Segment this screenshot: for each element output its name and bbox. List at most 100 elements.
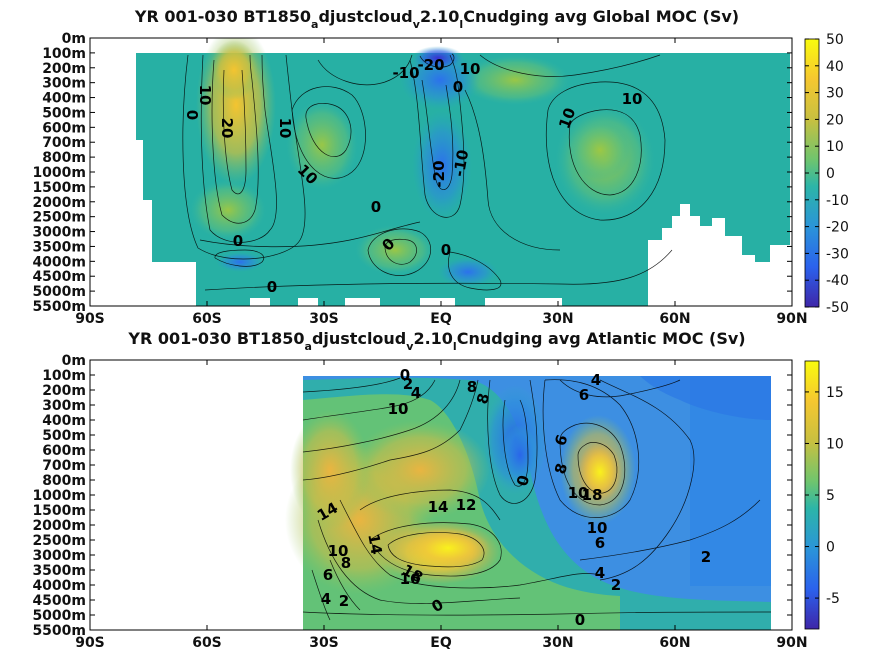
x-tick-label: 60S — [192, 635, 222, 651]
y-tick-label: 2000m — [32, 518, 86, 534]
y-tick-label: 5000m — [32, 608, 86, 624]
colorbar-tick-label: 20 — [826, 112, 844, 128]
contour-label: 0 — [400, 366, 410, 384]
global-x-axis: 90S 60S 30S EQ 30N 60N 90N — [75, 38, 808, 327]
contour-label: 10 — [196, 85, 214, 106]
colorbar-tick-label: -30 — [826, 246, 849, 262]
y-tick-label: 1500m — [32, 180, 86, 196]
y-tick-label: 4000m — [32, 578, 86, 594]
y-tick-label: 5500m — [32, 299, 86, 315]
colorbar-tick-label: 40 — [826, 59, 844, 75]
contour-label: 0 — [267, 278, 277, 296]
y-tick-label: 1500m — [32, 503, 86, 519]
contour-label: -20 — [417, 56, 444, 74]
contour-label: 4 — [591, 371, 601, 389]
atlantic-y-axis: 0m100m200m300m400m500m600m700m800m1000m1… — [32, 353, 792, 639]
colorbar-tick-label: 30 — [826, 86, 844, 102]
contour-label: 0 — [233, 232, 243, 250]
contour-label: 4 — [595, 564, 605, 582]
x-tick-label: EQ — [430, 311, 452, 327]
contour-label: 10 — [276, 118, 294, 139]
y-tick-label: 3500m — [32, 563, 86, 579]
colorbar-tick-label: 10 — [826, 139, 844, 155]
x-tick-label: 30N — [542, 635, 573, 651]
contour-label: 8 — [467, 378, 477, 396]
y-tick-label: 3500m — [32, 239, 86, 255]
atlantic-x-axis: 90S 60S 30S EQ 30N 60N 90N — [75, 360, 808, 651]
contour-label: 10 — [388, 400, 409, 418]
global-colorbar-ticks: 50 40 30 20 10 0 -10 -20 -30 -40 -50 — [805, 32, 849, 316]
y-tick-label: 4500m — [32, 593, 86, 609]
colorbar-tick-label: 0 — [826, 540, 835, 556]
y-tick-label: 3000m — [32, 225, 86, 241]
contour-label: 20 — [218, 118, 236, 139]
colorbar-tick-label: 10 — [826, 436, 844, 452]
contour-label: 6 — [595, 534, 605, 552]
contour-label: 0 — [513, 473, 533, 488]
y-tick-label: 2500m — [32, 533, 86, 549]
y-tick-label: 1000m — [32, 165, 86, 181]
y-tick-label: 5000m — [32, 284, 86, 300]
y-tick-label: 2500m — [32, 210, 86, 226]
colorbar-tick-label: -10 — [826, 193, 849, 209]
colorbar-tick-label: -50 — [826, 300, 849, 316]
contour-label: 10 — [587, 519, 608, 537]
contour-label: 0 — [575, 611, 585, 629]
y-tick-label: 200m — [42, 383, 86, 399]
contour-label: 0 — [371, 198, 381, 216]
contour-label: 14 — [364, 532, 385, 556]
contour-label: 2 — [339, 592, 349, 610]
y-tick-label: 600m — [42, 120, 86, 136]
contour-label: 6 — [323, 566, 333, 584]
y-tick-label: 100m — [42, 368, 86, 384]
contour-label: 2 — [403, 375, 413, 393]
y-tick-label: 1000m — [32, 488, 86, 504]
x-tick-label: 60N — [659, 635, 690, 651]
y-tick-label: 3000m — [32, 548, 86, 564]
y-tick-label: 200m — [42, 61, 86, 77]
contour-label: 2 — [701, 548, 711, 566]
contour-label: 0 — [183, 110, 201, 120]
x-tick-label: 90N — [776, 311, 807, 327]
colorbar-tick-label: 15 — [826, 385, 844, 401]
atlantic-title: YR 001-030 BT1850adjustcloudv2.10lCnudgi… — [127, 329, 745, 353]
x-tick-label: 30S — [309, 311, 339, 327]
colorbar-tick-label: -40 — [826, 273, 849, 289]
contour-label: 8 — [551, 461, 571, 476]
x-tick-label: 30S — [309, 635, 339, 651]
contour-label: 10 — [460, 60, 481, 78]
y-tick-label: 300m — [42, 398, 86, 414]
y-tick-label: 5500m — [32, 623, 86, 639]
contour-label: 10 — [568, 484, 589, 502]
x-tick-label: 60N — [659, 311, 690, 327]
colorbar-tick-label: -20 — [826, 220, 849, 236]
contour-label: -20 — [430, 160, 448, 187]
y-tick-label: 700m — [42, 135, 86, 151]
colorbar-tick-label: -5 — [826, 591, 840, 607]
contour-label: 14 — [428, 498, 449, 516]
atlantic-colorbar-ticks: 15 10 5 0 -5 — [805, 385, 844, 607]
atlantic-field — [285, 376, 772, 630]
x-tick-label: 60S — [192, 311, 222, 327]
x-tick-label: 90S — [75, 311, 105, 327]
y-tick-label: 800m — [42, 473, 86, 489]
y-tick-label: 2000m — [32, 195, 86, 211]
contour-label: 2 — [611, 576, 621, 594]
contour-label: 10 — [328, 542, 349, 560]
y-tick-label: 400m — [42, 413, 86, 429]
contour-label: 8 — [473, 391, 493, 406]
contour-label: 10 — [622, 90, 643, 108]
contour-label: 6 — [579, 386, 589, 404]
contour-label: -10 — [450, 148, 472, 178]
global-title: YR 001-030 BT1850adjustcloudv2.10lCnudgi… — [134, 7, 739, 31]
contour-label: 16 — [400, 570, 421, 588]
contour-label: 18 — [582, 486, 603, 504]
contour-label: 4 — [321, 590, 331, 608]
y-tick-label: 500m — [42, 105, 86, 121]
x-tick-label: 90S — [75, 635, 105, 651]
x-tick-label: 30N — [542, 311, 573, 327]
y-tick-label: 4500m — [32, 269, 86, 285]
contour-label: 0 — [441, 241, 451, 259]
contour-label: 4 — [411, 384, 421, 402]
